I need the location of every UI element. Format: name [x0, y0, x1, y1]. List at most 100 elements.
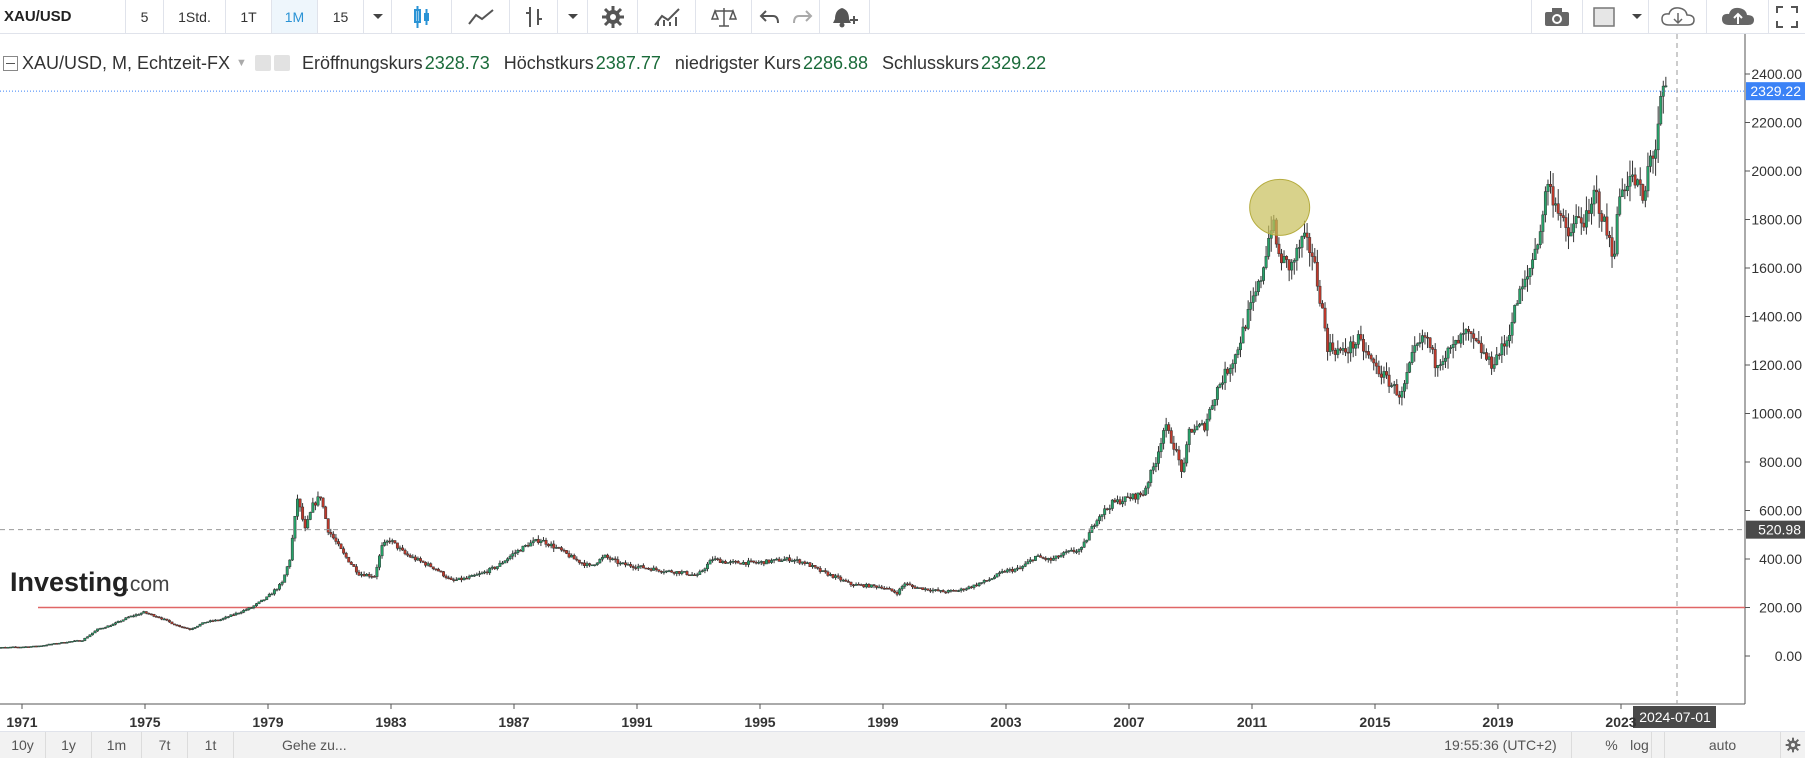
- candle-body: [1344, 348, 1346, 352]
- gear-icon[interactable]: [588, 0, 638, 33]
- candle-body: [255, 604, 257, 606]
- candle-body: [84, 638, 86, 640]
- candle-body: [319, 497, 321, 498]
- range-1y[interactable]: 1y: [46, 732, 92, 758]
- y-tick-label: 800.00: [1759, 454, 1802, 470]
- goto-date[interactable]: Gehe zu...: [234, 732, 364, 758]
- highlight-ellipse[interactable]: [1250, 179, 1310, 235]
- interval-1-hour[interactable]: 1Std.: [164, 0, 226, 33]
- candle-body: [1132, 494, 1134, 499]
- candle-body: [673, 572, 675, 573]
- candle-body: [1496, 355, 1498, 365]
- candle-body: [734, 561, 736, 562]
- candle-body: [942, 590, 944, 592]
- candle-body: [1508, 335, 1510, 340]
- redo-icon[interactable]: [786, 0, 820, 33]
- camera-icon[interactable]: [1531, 0, 1583, 33]
- candle-body: [1660, 96, 1662, 124]
- candle-body: [1168, 425, 1170, 431]
- candle-body: [214, 620, 216, 621]
- candle-body: [112, 624, 114, 626]
- candle-body: [58, 643, 60, 644]
- x-tick-label: 2007: [1113, 714, 1144, 730]
- candle-body: [148, 613, 150, 614]
- candle-body: [750, 561, 752, 562]
- candle-body: [1237, 350, 1239, 355]
- candle-body: [737, 561, 739, 563]
- candle-body: [1385, 371, 1387, 375]
- interval-1-month[interactable]: 1M: [272, 0, 318, 33]
- interval-15[interactable]: 15: [318, 0, 364, 33]
- candle-body: [373, 576, 375, 577]
- candle-body: [32, 646, 34, 647]
- interval-dropdown-icon[interactable]: [364, 0, 392, 33]
- candle-body: [368, 574, 370, 576]
- candle-body: [1370, 355, 1372, 359]
- candle-body: [629, 564, 631, 566]
- candle-body: [568, 553, 570, 557]
- range-10y[interactable]: 10y: [0, 732, 46, 758]
- candle-body: [993, 577, 995, 579]
- candle-body: [204, 622, 206, 623]
- candle-body: [1537, 245, 1539, 249]
- candle-body: [847, 581, 849, 582]
- candle-body: [1303, 233, 1305, 236]
- range-7t[interactable]: 7t: [142, 732, 188, 758]
- range-1t[interactable]: 1t: [188, 732, 234, 758]
- fullscreen-icon[interactable]: [1769, 0, 1805, 33]
- candle-body: [348, 557, 350, 562]
- auto-toggle[interactable]: auto: [1665, 732, 1781, 758]
- candle-body: [1365, 351, 1367, 352]
- log-toggle[interactable]: log: [1615, 732, 1665, 758]
- y-tick-label: 2400.00: [1751, 66, 1802, 82]
- layout-icon[interactable]: [1583, 0, 1625, 33]
- candle-body: [706, 564, 708, 569]
- bar-chart-icon[interactable]: [510, 0, 558, 33]
- chart-type-dropdown-icon[interactable]: [558, 0, 588, 33]
- candle-body: [635, 568, 637, 569]
- candle-body: [758, 562, 760, 563]
- candle-body: [883, 588, 885, 589]
- candle-body: [217, 620, 219, 621]
- interval-5[interactable]: 5: [126, 0, 164, 33]
- candle-body: [194, 627, 196, 628]
- candle-body: [35, 646, 37, 647]
- candle-body: [1472, 334, 1474, 339]
- candle-body: [1567, 228, 1569, 236]
- candle-body: [978, 583, 980, 585]
- candle-body: [1531, 260, 1533, 269]
- candle-body: [71, 641, 73, 642]
- price-chart[interactable]: 2329.22 520.98 2024-07-01 0.00 200.00 400.00…: [0, 34, 1805, 731]
- candle-body: [414, 557, 416, 560]
- symbol-field[interactable]: XAU/USD: [0, 0, 126, 33]
- line-chart-icon[interactable]: [452, 0, 510, 33]
- cloud-upload-icon[interactable]: [1707, 0, 1769, 33]
- candle-body: [406, 554, 408, 555]
- candle-body: [1047, 558, 1049, 559]
- candle-body: [189, 629, 191, 630]
- candle-body: [711, 560, 713, 561]
- compare-scale-icon[interactable]: [696, 0, 752, 33]
- candle-body: [132, 616, 134, 617]
- cloud-download-icon[interactable]: [1649, 0, 1707, 33]
- chart-settings-icon[interactable]: [1781, 732, 1805, 758]
- interval-1-day[interactable]: 1T: [226, 0, 272, 33]
- candle-body: [950, 590, 952, 591]
- candle-body: [91, 633, 93, 635]
- candle-body: [863, 585, 865, 587]
- candlestick-chart-icon[interactable]: [392, 0, 452, 33]
- candle-body: [1198, 425, 1200, 427]
- candle-body: [932, 590, 934, 591]
- range-1m[interactable]: 1m: [92, 732, 142, 758]
- candle-body: [447, 578, 449, 579]
- candle-body: [527, 545, 529, 546]
- candle-body: [168, 620, 170, 622]
- candle-body: [345, 553, 347, 557]
- layout-dropdown-icon[interactable]: [1625, 0, 1649, 33]
- watermark-brand: Investing: [10, 567, 129, 597]
- undo-icon[interactable]: [752, 0, 786, 33]
- indicators-icon[interactable]: [638, 0, 696, 33]
- candle-body: [89, 635, 91, 637]
- candle-body: [435, 569, 437, 570]
- add-alert-icon[interactable]: [820, 0, 870, 33]
